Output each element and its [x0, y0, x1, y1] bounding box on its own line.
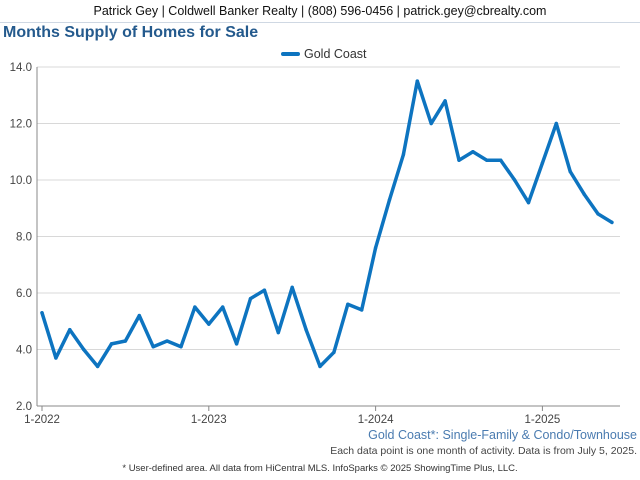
data-point — [596, 212, 600, 216]
data-point — [457, 158, 461, 162]
chart-title: Months Supply of Homes for Sale — [3, 24, 259, 41]
data-point — [332, 350, 336, 355]
data-point — [415, 79, 419, 83]
data-point — [123, 339, 128, 343]
area-note: Gold Coast*: Single-Family & Condo/Townh… — [368, 428, 637, 442]
data-point — [151, 344, 155, 349]
y-tick-label: 14.0 — [10, 62, 32, 74]
data-point — [109, 342, 114, 346]
y-tick-label: 4.0 — [16, 345, 32, 357]
x-tick-label: 1-2022 — [24, 414, 60, 426]
data-note: Each data point is one month of activity… — [330, 445, 637, 457]
data-point — [248, 296, 253, 301]
agent-contact-bar: Patrick Gey | Coldwell Banker Realty | (… — [0, 0, 640, 23]
data-point — [179, 344, 183, 349]
data-point — [554, 121, 558, 126]
data-point — [137, 313, 141, 318]
data-point — [221, 305, 225, 309]
data-point — [360, 308, 364, 312]
data-point — [485, 158, 489, 162]
data-point — [290, 285, 294, 290]
y-tick-label: 8.0 — [16, 232, 32, 244]
data-point — [276, 330, 280, 335]
data-point — [526, 200, 531, 205]
data-point — [304, 328, 308, 332]
data-point — [318, 364, 322, 369]
data-point — [373, 246, 378, 250]
data-point — [540, 161, 545, 165]
data-point — [568, 169, 572, 174]
data-point — [512, 178, 517, 182]
data-point — [95, 364, 100, 369]
data-point — [82, 347, 86, 352]
data-point — [165, 339, 169, 343]
data-point — [387, 198, 392, 202]
data-point — [401, 152, 406, 157]
data-point — [68, 328, 72, 332]
data-point — [40, 311, 44, 315]
x-tick-label: 1-2023 — [191, 414, 227, 426]
data-point — [193, 305, 197, 309]
y-tick-label: 10.0 — [10, 175, 32, 187]
legend-label-gold-coast: Gold Coast — [304, 47, 367, 61]
x-tick-label: 1-2025 — [524, 414, 560, 426]
data-point — [234, 342, 239, 346]
data-point — [471, 150, 475, 154]
data-point — [429, 121, 433, 126]
y-tick-label: 2.0 — [16, 401, 32, 413]
data-point — [610, 220, 614, 225]
data-point — [443, 99, 447, 103]
data-point — [262, 288, 267, 292]
data-point — [499, 158, 503, 162]
y-tick-label: 6.0 — [16, 288, 32, 300]
series-line-gold-coast — [40, 79, 614, 369]
x-tick-label: 1-2024 — [358, 414, 394, 426]
data-point — [346, 302, 350, 306]
y-tick-label: 12.0 — [10, 119, 32, 131]
data-point — [207, 322, 211, 326]
data-point — [54, 356, 58, 360]
footer-credit: * User-defined area. All data from HiCen… — [122, 463, 518, 474]
data-point — [582, 192, 586, 196]
